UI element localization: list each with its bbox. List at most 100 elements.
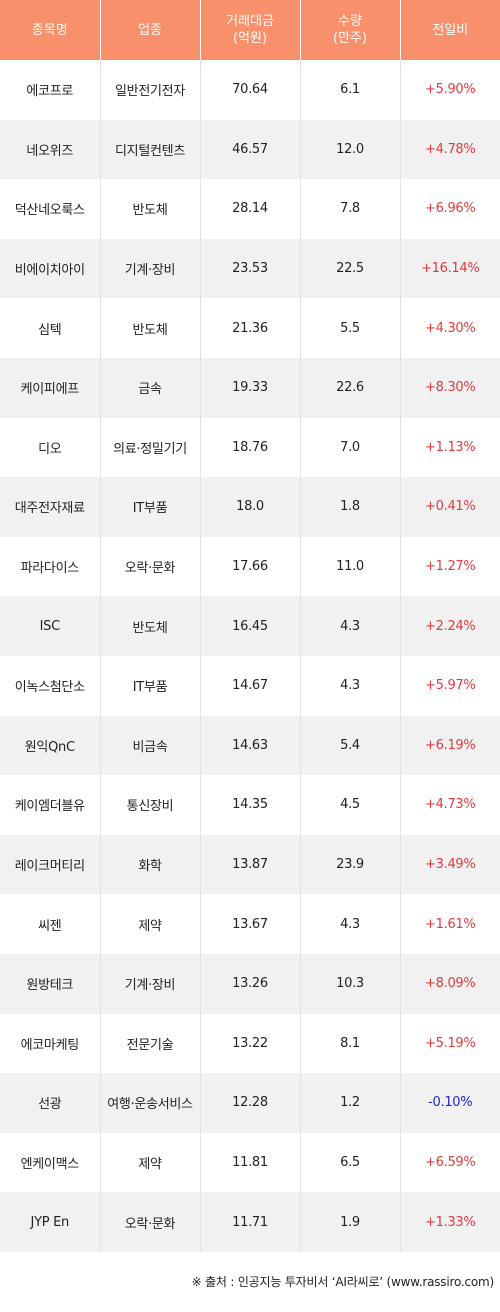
volume-cell: 4.3 (300, 596, 401, 656)
trade-amount-cell: 14.35 (200, 775, 301, 835)
change-cell: +4.78% (400, 119, 500, 180)
header-change: 전일비 (400, 0, 500, 60)
table-row: 네오위즈 디지털컨텐츠 46.57 12.0 +4.78% (0, 119, 500, 180)
stock-name-cell: 심텍 (0, 298, 101, 358)
stock-name-cell: 씨젠 (0, 894, 101, 954)
table-row: 대주전자재료 IT부품 18.0 1.8 +0.41% (0, 477, 500, 537)
header-volume: 수량 (만주) (300, 0, 401, 60)
sector-cell: 제약 (100, 894, 201, 954)
stock-name-cell: 대주전자재료 (0, 477, 101, 537)
trade-amount-cell: 11.71 (200, 1192, 301, 1252)
stock-name-cell: 에코프로 (0, 60, 101, 120)
volume-cell: 4.3 (300, 655, 401, 716)
volume-cell: 8.1 (300, 1013, 401, 1074)
table-row: 덕산네오룩스 반도체 28.14 7.8 +6.96% (0, 179, 500, 239)
trade-amount-cell: 12.28 (200, 1073, 301, 1133)
sector-cell: 화학 (100, 834, 201, 895)
change-cell: +6.59% (425, 1154, 476, 1170)
sector-cell: 여행·운송서비스 (100, 1073, 201, 1133)
change-cell: +8.09% (400, 953, 500, 1014)
table-row: 씨젠 제약 13.67 4.3 +1.61% (0, 894, 500, 954)
header-row: 종목명 업종 거래대금 (억원) 수량 (만주) 전일비 (0, 0, 500, 60)
sector-cell: 기계·장비 (100, 953, 201, 1014)
trade-amount-cell: 19.33 (200, 357, 301, 418)
trade-amount-cell: 13.87 (200, 834, 301, 895)
stock-name-cell: 덕산네오룩스 (0, 179, 101, 239)
trade-amount-cell: 14.67 (200, 655, 301, 716)
header-sector: 업종 (100, 0, 201, 60)
sector-cell: 반도체 (100, 596, 201, 656)
table-row: 케이피에프 금속 19.33 22.6 +8.30% (0, 357, 500, 418)
stock-name-cell: 비에이치아이 (0, 238, 101, 299)
sector-cell: 전문기술 (100, 1013, 201, 1074)
change-cell: +3.49% (400, 834, 500, 895)
trade-amount-cell: 70.64 (200, 60, 301, 120)
source-footnote: ※ 출처 : 인공지능 투자비서 ‘AI라씨로’ (www.rassiro.co… (191, 1275, 495, 1290)
change-cell: +1.61% (425, 916, 476, 932)
change-cell: +6.96% (425, 201, 476, 217)
sector-cell: 의료·정밀기기 (100, 417, 201, 478)
change-cell: +5.97% (425, 678, 476, 694)
stock-name-cell: 케이피에프 (0, 357, 101, 418)
sector-cell: 반도체 (100, 179, 201, 239)
volume-cell: 22.6 (300, 357, 401, 418)
volume-cell: 7.0 (300, 417, 401, 478)
stock-name-cell: ISC (0, 596, 101, 656)
change-cell: +4.73% (425, 797, 476, 813)
trade-amount-cell: 16.45 (200, 596, 301, 656)
table-row: ISC 반도체 16.45 4.3 +2.24% (0, 596, 500, 656)
table-row: 원익QnC 비금속 14.63 5.4 +6.19% (0, 715, 500, 776)
volume-cell: 5.4 (300, 715, 401, 776)
table-row: JYP En 오락·문화 11.71 1.9 +1.33% (0, 1192, 500, 1252)
volume-cell: 1.8 (300, 477, 401, 537)
change-cell: +5.19% (425, 1035, 476, 1051)
trade-amount-cell: 23.53 (200, 238, 301, 299)
trade-amount-cell: 14.63 (200, 715, 301, 776)
sector-cell: 제약 (100, 1132, 201, 1193)
change-cell: +1.33% (400, 1192, 500, 1252)
change-cell: +2.24% (400, 596, 500, 656)
table-row: 에코프로 일반전기전자 70.64 6.1 +5.90% (0, 60, 500, 120)
table-header: 종목명 업종 거래대금 (억원) 수량 (만주) 전일비 (0, 0, 500, 60)
trade-amount-cell: 46.57 (200, 119, 301, 180)
stock-name-cell: 디오 (0, 417, 101, 478)
change-cell: +5.90% (425, 82, 476, 98)
volume-cell: 1.9 (300, 1192, 401, 1252)
volume-cell: 11.0 (300, 536, 401, 597)
table-row: 에코마케팅 전문기술 13.22 8.1 +5.19% (0, 1013, 500, 1074)
trade-amount-cell: 13.22 (200, 1013, 301, 1074)
stock-name-cell: JYP En (0, 1192, 101, 1252)
change-cell: +4.30% (425, 320, 476, 336)
sector-cell: 금속 (100, 357, 201, 418)
table-row: 케이엠더블유 통신장비 14.35 4.5 +4.73% (0, 775, 500, 835)
volume-cell: 4.5 (300, 775, 401, 835)
volume-cell: 10.3 (300, 953, 401, 1014)
change-cell: +1.13% (425, 439, 476, 455)
volume-cell: 7.8 (300, 179, 401, 239)
table-row: 심텍 반도체 21.36 5.5 +4.30% (0, 298, 500, 358)
sector-cell: 비금속 (100, 715, 201, 776)
sector-cell: 통신장비 (100, 775, 201, 835)
stock-name-cell: 원방테크 (0, 953, 101, 1014)
volume-cell: 1.2 (300, 1073, 401, 1133)
trade-amount-cell: 17.66 (200, 536, 301, 597)
trade-amount-cell: 13.67 (200, 894, 301, 954)
stock-name-cell: 케이엠더블유 (0, 775, 101, 835)
change-cell: +0.41% (400, 477, 500, 537)
sector-cell: 반도체 (100, 298, 201, 358)
sector-cell: 기계·장비 (100, 238, 201, 299)
stock-name-cell: 원익QnC (0, 715, 101, 776)
table-row: 파라다이스 오락·문화 17.66 11.0 +1.27% (0, 536, 500, 597)
volume-cell: 6.5 (300, 1132, 401, 1193)
stock-name-cell: 선광 (0, 1073, 101, 1133)
volume-cell: 6.1 (300, 60, 401, 120)
stock-table: 종목명 업종 거래대금 (억원) 수량 (만주) 전일비 에코프로 일반전기전자 7… (0, 0, 500, 1252)
stock-name-cell: 레이크머티리 (0, 834, 101, 895)
sector-cell: IT부품 (100, 477, 201, 537)
table-row: 비에이치아이 기계·장비 23.53 22.5 +16.14% (0, 238, 500, 299)
table-body: 에코프로 일반전기전자 70.64 6.1 +5.90% 네오위즈 디지털컨텐츠 46.57 1… (0, 60, 500, 1252)
table-row: 레이크머티리 화학 13.87 23.9 +3.49% (0, 834, 500, 895)
table-row: 선광 여행·운송서비스 12.28 1.2 -0.10% (0, 1073, 500, 1133)
sector-cell: 오락·문화 (100, 536, 201, 597)
trade-amount-cell: 18.0 (200, 477, 301, 537)
